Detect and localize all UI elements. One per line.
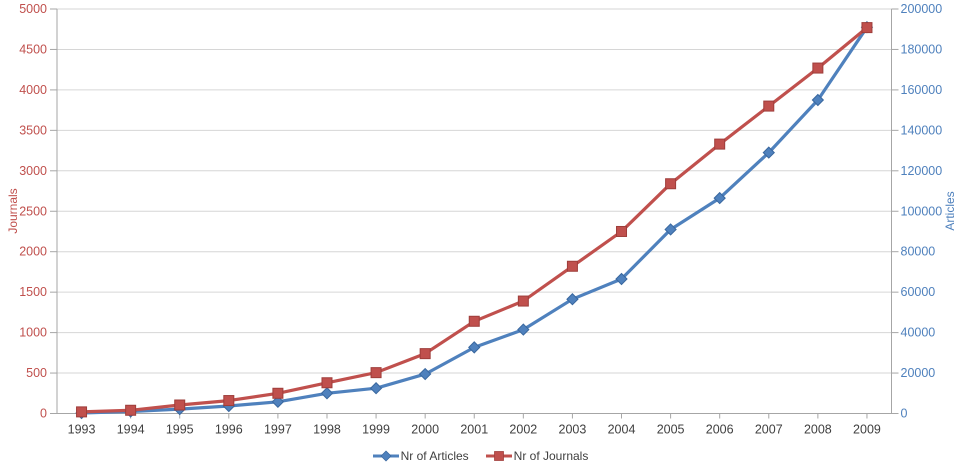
right-axis-tick-label: 100000	[901, 204, 943, 218]
left-axis-tick-label: 2000	[19, 245, 47, 259]
journals-marker	[370, 367, 382, 379]
articles-marker	[566, 293, 579, 306]
journals-marker	[616, 225, 628, 237]
x-axis-tick-label: 2007	[755, 423, 783, 437]
right-axis-tick-label: 160000	[901, 83, 943, 97]
articles-marker	[468, 341, 481, 354]
legend-item-journals: Nr of Journals	[485, 449, 589, 463]
x-axis-tick-label: 1998	[313, 423, 341, 437]
journals-marker	[174, 399, 186, 411]
x-axis-tick-label: 1995	[166, 423, 194, 437]
x-axis-tick-label: 2000	[411, 423, 439, 437]
journals-marker	[665, 178, 677, 190]
x-axis-tick-label: 2002	[509, 423, 537, 437]
journals-marker	[321, 377, 333, 389]
x-axis-tick-label: 2003	[559, 423, 587, 437]
x-axis-tick-label: 2004	[608, 423, 636, 437]
legend-label-journals: Nr of Journals	[513, 449, 589, 463]
right-axis-tick-label: 200000	[901, 2, 943, 16]
articles-line	[79, 25, 869, 415]
left-axis-tick-label: 3500	[19, 123, 47, 137]
left-axis-tick-label: 1500	[19, 285, 47, 299]
journals-marker	[812, 62, 824, 74]
right-axis-tick-label: 120000	[901, 164, 943, 178]
right-axis-tick-label: 180000	[901, 42, 943, 56]
articles-marker	[713, 191, 726, 205]
right-axis-tick-label: 20000	[901, 366, 936, 380]
x-axis-tick-label: 1994	[117, 423, 145, 437]
legend-label-articles: Nr of Articles	[400, 449, 469, 463]
journals-marker	[272, 387, 284, 399]
right-axis-title: Articles	[943, 191, 957, 231]
left-axis-tick-label: 2500	[19, 204, 47, 218]
articles-marker	[369, 382, 383, 395]
x-axis-tick-label: 1996	[215, 423, 243, 437]
right-axis-tick-label: 0	[901, 407, 908, 421]
left-axis-tick-label: 500	[26, 366, 47, 380]
right-axis-tick-label: 60000	[901, 285, 936, 299]
right-axis-tick-label: 40000	[901, 326, 936, 340]
journals-legend-marker-icon	[485, 451, 512, 461]
x-axis-tick-label: 1999	[362, 423, 390, 437]
articles-marker	[271, 395, 285, 408]
articles-marker	[517, 323, 530, 336]
journals-marker	[223, 395, 235, 407]
right-axis-tick-label: 140000	[901, 123, 943, 137]
journals-marker	[517, 295, 529, 307]
journals-line	[79, 26, 869, 414]
legend: Nr of Articles Nr of Journals	[0, 446, 960, 466]
journals-marker	[125, 404, 137, 416]
x-axis-tick-label: 1997	[264, 423, 292, 437]
right-axis-tick-label: 80000	[901, 245, 936, 259]
articles-legend-marker-icon	[372, 450, 399, 462]
articles-marker	[320, 387, 334, 400]
articles-marker	[664, 223, 677, 236]
articles-marker	[418, 367, 432, 381]
x-axis-tick-label: 2008	[804, 423, 832, 437]
x-axis-tick-label: 2005	[657, 423, 685, 437]
left-axis-tick-label: 1000	[19, 326, 47, 340]
journals-marker	[468, 315, 480, 327]
left-axis-tick-label: 5000	[19, 2, 47, 16]
x-axis-tick-label: 2001	[460, 423, 488, 437]
journals-marker	[76, 406, 88, 418]
articles-marker	[615, 272, 628, 286]
x-axis-tick-label: 1993	[68, 423, 96, 437]
left-axis-tick-label: 0	[40, 407, 47, 421]
journals-marker	[714, 138, 726, 150]
journals-marker	[419, 348, 431, 360]
journals-marker	[861, 22, 873, 34]
left-axis-tick-label: 4000	[19, 83, 47, 97]
left-axis-tick-label: 3000	[19, 164, 47, 178]
x-axis-tick-label: 2006	[706, 423, 734, 437]
left-axis-tick-label: 4500	[19, 42, 47, 56]
articles-marker	[811, 93, 825, 107]
x-axis-tick-label: 2009	[853, 423, 881, 437]
left-axis-title: Journals	[6, 188, 20, 234]
journals-marker	[566, 260, 578, 272]
legend-item-articles: Nr of Articles	[372, 449, 469, 463]
journals-marker	[763, 100, 775, 112]
articles-marker	[762, 146, 775, 159]
